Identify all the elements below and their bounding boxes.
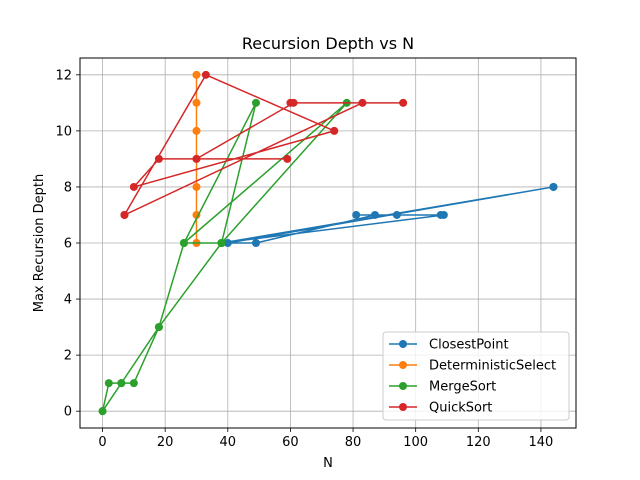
data-point-closestpoint [251,239,260,247]
data-point-closestpoint [439,210,448,219]
legend-swatch-marker [399,361,407,369]
legend-label: ClosestPoint [429,338,509,353]
data-point-quicksort [192,154,201,163]
data-point-deterministicselect [192,182,201,191]
legend-box [382,331,570,421]
x-tick-label: 120 [466,435,491,450]
data-point-mergesort [117,379,126,388]
series-mergesort [98,98,351,416]
x-tick-label: 80 [345,435,362,450]
data-point-mergesort [98,407,107,416]
data-point-mergesort [129,379,138,388]
legend-swatch-marker [399,403,407,411]
data-point-quicksort [201,70,210,79]
data-point-deterministicselect [192,126,201,135]
data-point-mergesort [154,323,163,332]
series-closestpoint [217,182,558,247]
y-tick-label: 2 [64,349,72,364]
data-point-deterministicselect [192,210,201,219]
ticks-layer: 0 20 40 60 80 100 120 140 0 2 4 6 8 10 12 [55,68,553,450]
data-point-deterministicselect [192,70,201,79]
data-point-mergesort [217,239,226,247]
data-point-mergesort [104,379,113,388]
series-line-quicksort [123,74,404,216]
legend-label: DeterministicSelect [429,359,556,374]
data-point-mergesort [179,239,188,247]
data-point-closestpoint [370,210,379,219]
x-tick-label: 0 [98,435,106,450]
data-point-quicksort [399,98,408,107]
y-tick-label: 0 [64,405,72,420]
data-point-quicksort [358,98,367,107]
x-tick-label: 100 [403,435,428,450]
legend-label: MergeSort [429,380,496,395]
data-point-quicksort [129,182,138,191]
legend-swatch-marker [399,382,407,390]
chart-title: Recursion Depth vs N [242,34,414,53]
x-axis-label: N [323,456,333,471]
data-point-quicksort [283,154,292,163]
data-point-quicksort [154,154,163,163]
y-axis-label: Max Recursion Depth [32,174,47,313]
data-point-closestpoint [223,239,232,247]
y-tick-label: 12 [55,68,72,83]
data-point-mergesort [251,98,260,107]
x-tick-label: 140 [529,435,554,450]
legend: ClosestPoint DeterministicSelect MergeSort… [382,331,570,421]
x-tick-label: 40 [220,435,237,450]
data-point-closestpoint [352,210,361,219]
legend-label: QuickSort [429,401,492,416]
y-tick-label: 8 [64,180,72,195]
data-point-quicksort [330,126,339,135]
legend-entry-mergesort: MergeSort [389,380,496,395]
y-tick-label: 6 [64,237,72,252]
legend-entry-quicksort: QuickSort [389,401,492,416]
x-tick-label: 60 [282,435,299,450]
legend-entry-closestpoint: ClosestPoint [389,338,509,353]
series-quicksort [120,70,408,219]
data-point-quicksort [120,210,129,219]
y-tick-label: 10 [55,124,72,139]
series-layer [98,70,558,416]
x-tick-label: 20 [157,435,174,450]
data-point-quicksort [286,98,295,107]
data-point-closestpoint [392,210,401,219]
data-point-closestpoint [549,182,558,191]
data-point-deterministicselect [192,98,201,107]
legend-swatch-marker [399,340,407,348]
y-tick-label: 4 [64,293,72,308]
legend-entry-deterministicselect: DeterministicSelect [389,359,556,374]
